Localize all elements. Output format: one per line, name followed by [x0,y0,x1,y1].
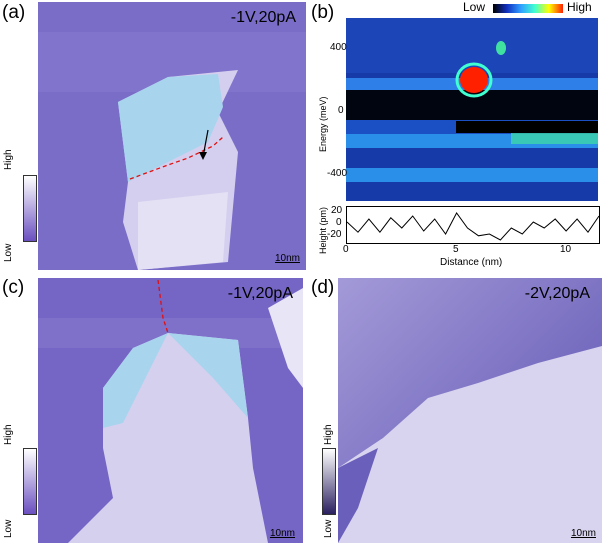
htick-0: 0 [336,217,342,228]
colorbar-d-high: High [323,424,334,445]
colorbar-a [23,175,37,242]
panel-d-label: (d) [311,277,335,298]
scalebar-a: 10nm [274,253,300,264]
height-profile-line [346,212,600,241]
colorbar-c [23,448,37,515]
scalebar-d: 10nm [570,528,596,539]
xtick-5: 5 [453,244,459,255]
condition-c: -1V,20pA [227,285,293,302]
xtick-0: 0 [343,244,349,255]
colorbar-d-low: Low [323,519,334,538]
colorbar-a-low: Low [3,243,14,262]
energy-axis-label: Energy (meV) [318,96,328,152]
colorbar-c-low: Low [3,519,14,538]
scalebar-c: 10nm [269,528,295,539]
cbar-high-label: High [567,0,592,14]
condition-d: -2V,20pA [524,285,590,302]
panel-b-label: (b) [311,2,335,23]
panel-a-label: (a) [2,2,26,23]
panel-c-label: (c) [2,277,25,298]
ytick-neg400: -400 [327,168,348,179]
colorbar-c-high: High [3,424,14,445]
colorbar-a-high: High [3,149,14,170]
stm-image-a: -1V,20pA 10nm [38,2,306,270]
colorbar-d [322,448,336,515]
htick-neg20: -20 [327,229,342,240]
energy-colorbar [493,4,563,13]
stm-image-d: -2V,20pA 10nm [338,278,602,543]
spectroscopy-map [346,18,598,201]
ytick-400: 400 [330,42,347,53]
ytick-0: 0 [338,105,344,116]
htick-20: 20 [331,205,343,216]
condition-a: -1V,20pA [230,9,296,26]
stm-image-c: -1V,20pA 10nm [38,278,303,543]
distance-axis-label: Distance (nm) [440,257,503,268]
cbar-low-label: Low [463,0,486,14]
height-profile-frame [346,206,600,244]
xtick-10: 10 [560,244,572,255]
